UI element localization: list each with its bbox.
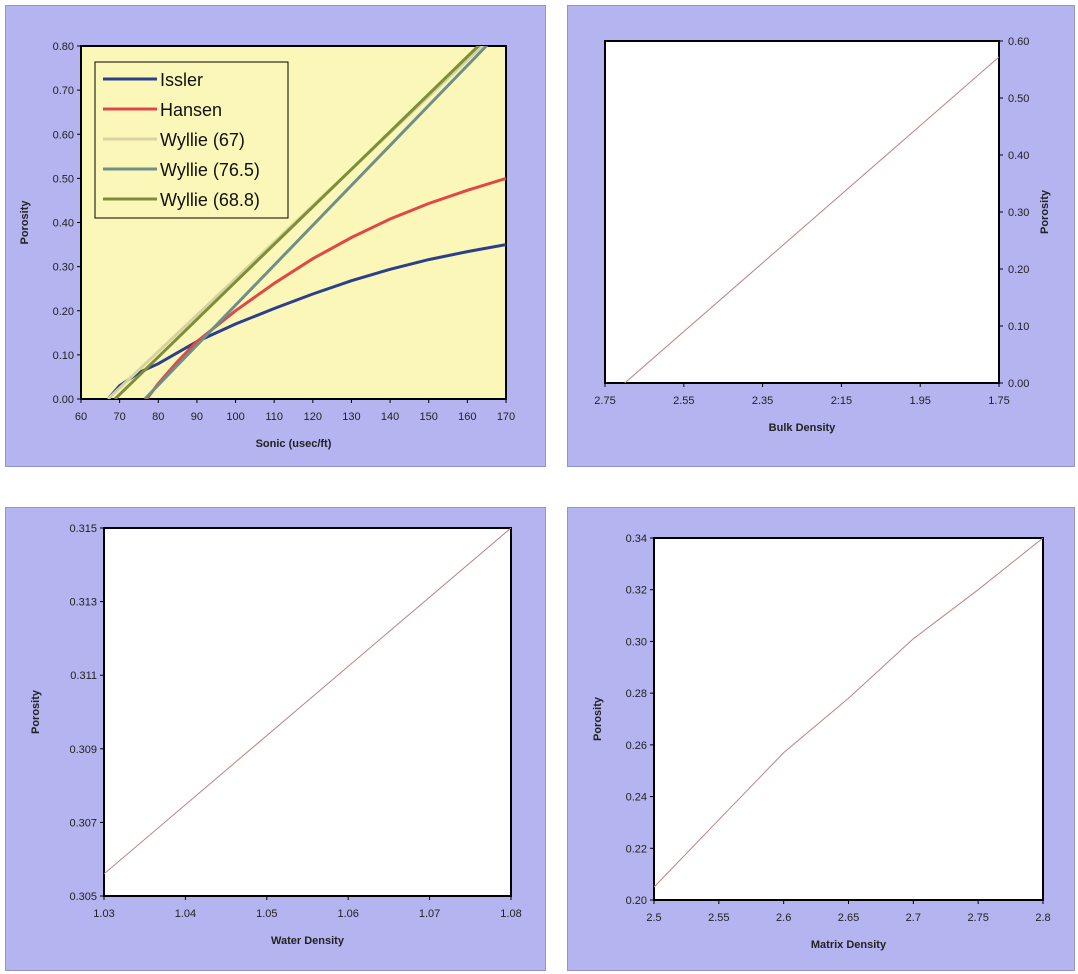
x-tick-label: 110	[265, 411, 283, 423]
y-tick-label: 0.20	[53, 306, 74, 318]
series-line-wyllie-68-8	[113, 46, 481, 399]
plot-area	[103, 527, 512, 897]
x-tick-label: 140	[381, 411, 399, 423]
y-tick-label: 0.00	[1008, 378, 1029, 390]
x-tick-label: 100	[226, 411, 244, 423]
legend-label-hansen: Hansen	[160, 100, 222, 120]
y-tick-label: 0.305	[69, 891, 97, 903]
y-tick-label: 0.50	[53, 173, 74, 185]
y-tick-label: 0.313	[69, 597, 97, 609]
y-tick-label: 0.00	[53, 394, 74, 406]
x-tick-label: 60	[75, 411, 87, 423]
x-tick-label: 1.95	[909, 395, 930, 407]
series-line	[654, 538, 1043, 888]
y-tick-label: 0.307	[69, 817, 97, 829]
x-tick-label: 2.35	[752, 395, 773, 407]
y-tick-label: 0.24	[626, 792, 647, 804]
x-tick-label: 1.06	[337, 908, 358, 920]
legend-label-wyllie-68-8: Wyllie (68.8)	[160, 190, 260, 210]
legend-label-issler: Issler	[160, 70, 203, 90]
series-line-wyllie-76-5	[143, 46, 489, 399]
y-tick-label: 0.28	[626, 688, 647, 700]
sonic-porosity-chart: 60 70 80 90 100 110 120 130 140 150 160 170 0.00 0.10…	[19, 41, 515, 450]
x-tick-label: 1.04	[175, 908, 196, 920]
y-axis-label: Porosity	[19, 200, 31, 245]
y-tick-label: 0.30	[626, 636, 647, 648]
series-line	[104, 528, 511, 875]
y-tick-label: 0.26	[626, 740, 647, 752]
x-tick-label: 2.75	[967, 912, 988, 924]
sonic-porosity-chart-panel: 60 70 80 90 100 110 120 130 140 150 160 170 0.00 0.10…	[5, 5, 546, 467]
y-tick-label: 0.311	[70, 670, 97, 682]
plot-area	[653, 537, 1044, 901]
y-tick-label: 0.309	[69, 744, 97, 756]
y-tick-label: 0.20	[626, 895, 647, 907]
x-tick-label: 80	[152, 411, 164, 423]
y-tick-label: 0.70	[53, 85, 74, 97]
x-tick-label: 2.8	[1035, 912, 1050, 924]
x-tick-label: 1.07	[419, 908, 440, 920]
y-tick-label: 0.30	[1008, 207, 1029, 219]
y-tick-label: 0.10	[1008, 321, 1029, 333]
series-line-issler	[106, 243, 506, 399]
y-tick-label: 0.50	[1008, 93, 1029, 105]
x-axis-label: Matrix Density	[811, 939, 887, 951]
y-tick-label: 0.34	[626, 533, 647, 545]
y-tick-label: 0.40	[1008, 150, 1029, 162]
x-tick-label: 120	[304, 411, 322, 423]
water-density-chart: 1.03 1.04 1.05 1.06 1.07 1.08 0.305 0.307 0.309 0…	[30, 523, 522, 947]
matrix-density-chart: 2.5 2.55 2.6 2.65 2.7 2.75 2.8 0.20 0.22 0.24 0.26…	[592, 533, 1051, 951]
y-axis-label: Porosity	[592, 696, 604, 741]
bulk-density-chart-panel: 2.75 2.55 2.35 2:15 1.95 1.75 0.00 0.10 0.20 0.30…	[567, 5, 1075, 467]
x-tick-label: 150	[420, 411, 438, 423]
y-tick-label: 0.60	[1008, 36, 1029, 48]
bulk-density-chart: 2.75 2.55 2.35 2:15 1.95 1.75 0.00 0.10 0.20 0.30…	[594, 36, 1051, 434]
y-axis-label: Porosity	[30, 689, 42, 734]
x-tick-label: 170	[497, 411, 515, 423]
x-tick-label: 90	[191, 411, 203, 423]
x-tick-label: 2.55	[708, 912, 729, 924]
x-tick-label: 2.7	[906, 912, 921, 924]
x-tick-label: 160	[458, 411, 476, 423]
x-tick-label: 70	[114, 411, 126, 423]
matrix-density-chart-panel: 2.5 2.55 2.6 2.65 2.7 2.75 2.8 0.20 0.22 0.24 0.26…	[567, 507, 1075, 971]
x-tick-label: 1.05	[256, 908, 277, 920]
y-tick-label: 0.60	[53, 129, 74, 141]
y-tick-label: 0.32	[626, 585, 647, 597]
legend-label-wyllie-76-5: Wyllie (76.5)	[160, 160, 260, 180]
plot-area	[604, 40, 1000, 384]
x-tick-label: 2.6	[776, 912, 791, 924]
x-axis-label: Bulk Density	[769, 422, 837, 434]
water-density-chart-panel: 1.03 1.04 1.05 1.06 1.07 1.08 0.305 0.307 0.309 0…	[5, 507, 546, 971]
x-tick-label: 130	[342, 411, 360, 423]
x-tick-label: 2.5	[646, 912, 661, 924]
y-tick-label: 0.22	[626, 843, 647, 855]
series-line	[624, 56, 999, 383]
y-tick-label: 0.30	[53, 262, 74, 274]
y-tick-label: 0.20	[1008, 264, 1029, 276]
y-tick-label: 0.10	[53, 350, 74, 362]
x-tick-label: 2.75	[594, 395, 615, 407]
x-axis-label: Water Density	[271, 935, 345, 947]
series-line-hansen	[145, 176, 506, 399]
legend-label-wyllie-67: Wyllie (67)	[160, 130, 245, 150]
x-axis-label: Sonic (usec/ft)	[256, 438, 332, 450]
x-tick-label: 1.75	[988, 395, 1009, 407]
x-tick-label: 2.65	[838, 912, 859, 924]
x-tick-label: 1.08	[500, 908, 521, 920]
x-tick-label: 1.03	[93, 908, 114, 920]
y-tick-label: 0.80	[53, 41, 74, 53]
y-tick-label: 0.315	[69, 523, 97, 535]
y-axis-label: Porosity	[1039, 189, 1051, 234]
x-tick-label: 2:15	[831, 395, 852, 407]
y-tick-label: 0.40	[53, 218, 74, 230]
x-tick-label: 2.55	[673, 395, 694, 407]
